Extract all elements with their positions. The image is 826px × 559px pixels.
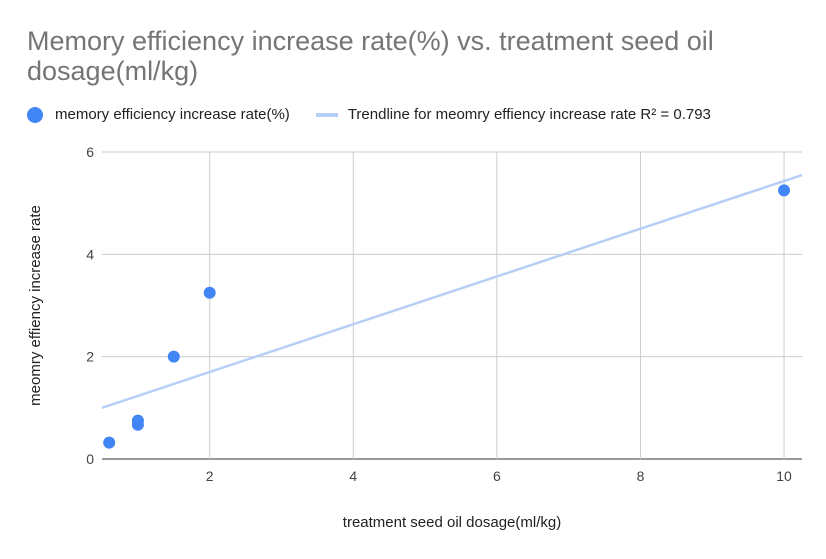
trendline (101, 173, 803, 410)
chart-title: Memory efficiency increase rate(%) vs. t… (27, 26, 714, 86)
legend-item-trendline[interactable]: Trendline for meomry effiency increase r… (315, 106, 711, 123)
y-tick-label: 0 (86, 451, 94, 467)
data-point (167, 350, 180, 363)
data-point (103, 436, 116, 449)
x-axis-title: treatment seed oil dosage(ml/kg) (343, 514, 561, 531)
y-tick-label: 4 (86, 246, 94, 262)
y-tick-label: 2 (86, 349, 94, 365)
x-tick-label: 2 (206, 468, 214, 484)
data-point (203, 286, 216, 299)
x-tick-label: 4 (349, 468, 357, 484)
data-point (131, 418, 144, 431)
legend-series-label: memory efficiency increase rate(%) (55, 106, 290, 123)
data-point (778, 184, 791, 197)
y-axis-title: meomry effiency increase rate (27, 205, 44, 406)
legend-marker-dot (27, 106, 43, 123)
x-tick-label: 6 (493, 468, 501, 484)
legend-trendline-label: Trendline for meomry effiency increase r… (347, 106, 711, 123)
y-tick-label: 6 (86, 144, 94, 160)
legend-item-series[interactable]: memory efficiency increase rate(%) (27, 106, 290, 123)
x-tick-label: 8 (637, 468, 645, 484)
chart-legend: memory efficiency increase rate(%) Trend… (27, 106, 737, 123)
x-tick-label: 10 (776, 468, 792, 484)
legend-marker-line (315, 112, 338, 117)
